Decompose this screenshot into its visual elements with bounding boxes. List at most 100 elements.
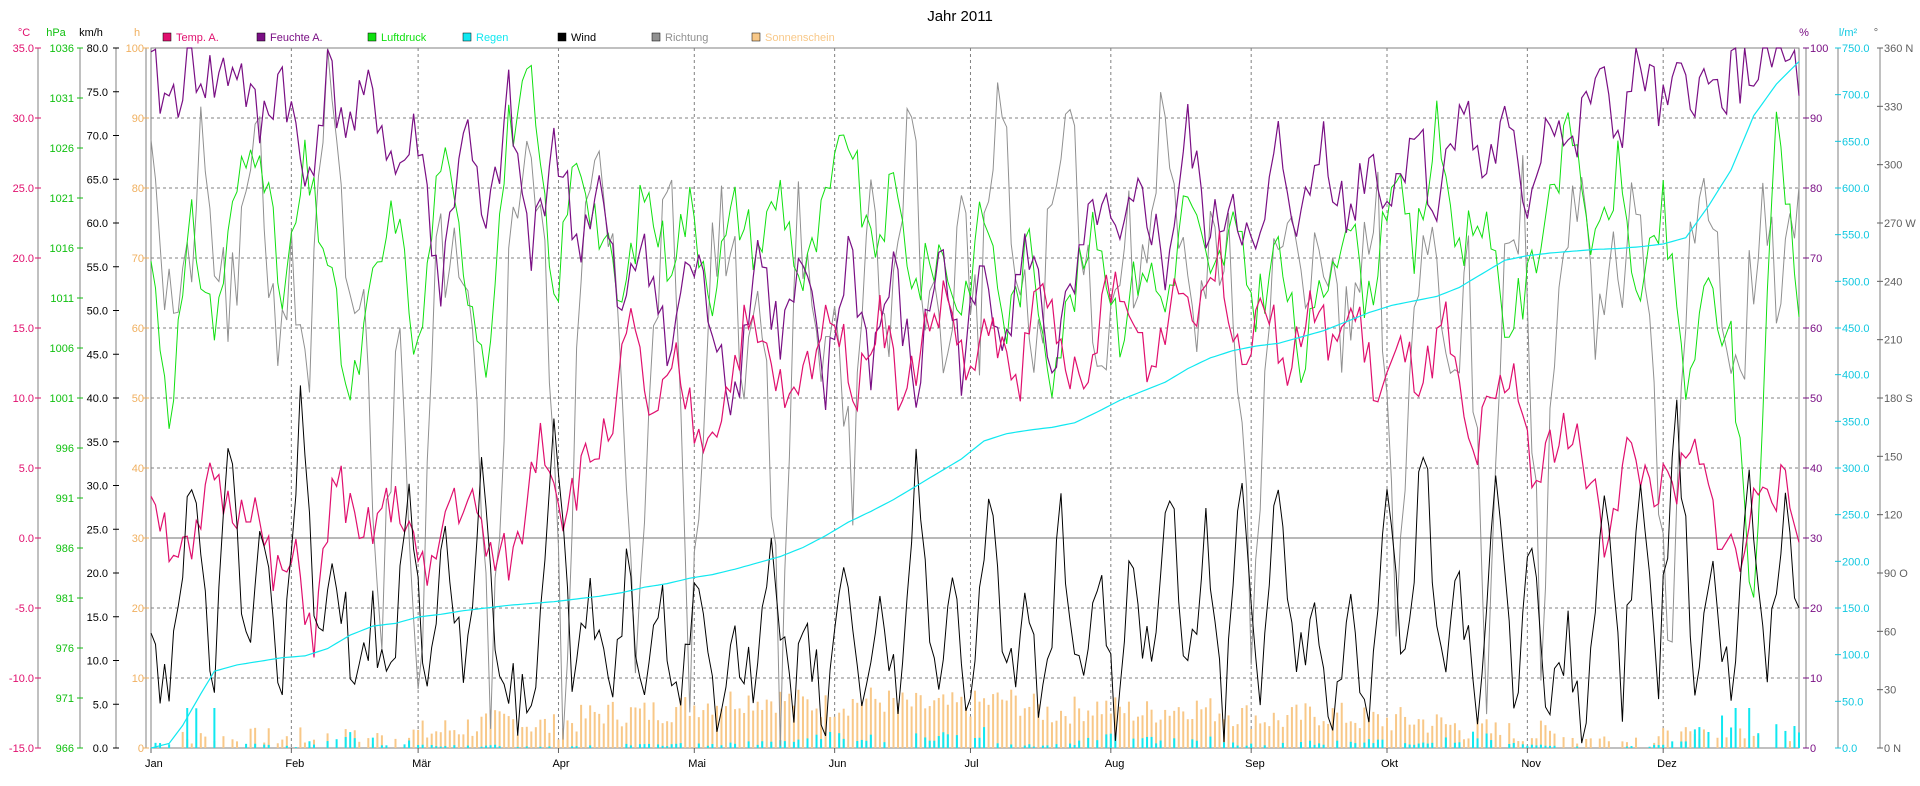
rain-bar: [344, 737, 347, 748]
chart-legend: Temp. A. Feuchte A. Luftdruck Regen Wind Rich…: [162, 32, 835, 44]
pressure-tick-label: 1016: [50, 243, 74, 255]
sunshine-bar: [1254, 715, 1257, 748]
sunshine-bar: [1517, 741, 1520, 748]
sunshine-bar: [1304, 703, 1307, 748]
sunshine-bar: [444, 720, 447, 748]
sunshine-bar: [1218, 713, 1221, 748]
pressure-tick-label: 996: [56, 443, 74, 455]
rain-bar: [421, 744, 424, 748]
rain-bar: [408, 740, 411, 748]
sunshine-bar: [743, 712, 746, 748]
rain-bar: [498, 746, 501, 748]
pressure-tick-label: 1036: [50, 43, 74, 55]
sunshine-bar: [1467, 738, 1470, 748]
sunshine-bar: [1001, 699, 1004, 748]
sunshine-bar: [1200, 709, 1203, 748]
sunshine-bar: [231, 739, 234, 748]
rain-bar: [978, 737, 981, 748]
sunshine-bar: [462, 734, 465, 748]
sunshine-bar: [729, 691, 732, 748]
sunshine-bar: [521, 727, 524, 748]
rain-bar: [1245, 745, 1248, 748]
sunshine-bar: [706, 703, 709, 748]
direction-axis-unit: °: [1874, 27, 1878, 39]
direction-tick-label: 60: [1884, 626, 1896, 638]
rain-bar: [1693, 729, 1696, 748]
sunshine-bar: [1530, 738, 1533, 748]
sunshine-bar: [616, 719, 619, 748]
rain-tick-label: 0.0: [1842, 743, 1857, 755]
sunshine-bar: [752, 710, 755, 748]
rain-bar: [1535, 745, 1538, 748]
sunshine-bar: [847, 715, 850, 748]
rain-bar: [1734, 708, 1737, 748]
pressure-tick-label: 1006: [50, 343, 74, 355]
pressure-tick-label: 986: [56, 543, 74, 555]
x-tick-label: Apr: [552, 758, 569, 770]
sunshine-bar: [820, 717, 823, 748]
sunshine-bar: [394, 738, 397, 748]
rain-bar: [195, 708, 198, 748]
sunshine-bar: [960, 696, 963, 748]
sunshine-bar: [1422, 719, 1425, 748]
sunshine-bar: [1576, 743, 1579, 748]
rain-bar: [1775, 724, 1778, 748]
sunshine-bar: [512, 719, 515, 748]
sunshine-bar: [661, 723, 664, 748]
sunshine-bar: [679, 698, 682, 748]
sunshine-bar: [1268, 726, 1271, 748]
sunshine-bar: [1689, 731, 1692, 748]
legend-swatch-humidity: [256, 32, 266, 42]
sunshine-bar: [1788, 741, 1791, 748]
x-tick-label: Mär: [412, 758, 431, 770]
rain-bar: [1748, 708, 1751, 748]
rain-bar: [1653, 744, 1656, 748]
sunshine-bar: [358, 741, 361, 748]
rain-bar: [1707, 731, 1710, 748]
sunshine-bar: [1241, 708, 1244, 748]
wind-tick-label: 70.0: [87, 131, 108, 143]
rain-bar: [1657, 745, 1660, 748]
sunshine-bar: [638, 708, 641, 748]
rain-bar: [1757, 733, 1760, 748]
rain-bar: [711, 744, 714, 748]
sunshine-bar: [1155, 722, 1158, 748]
rain-bar: [1209, 736, 1212, 748]
sunshine-bar: [702, 710, 705, 748]
sunshine-bar: [516, 734, 519, 748]
sunshine-bar: [204, 736, 207, 748]
sunshine-bar: [1277, 720, 1280, 748]
rain-bar: [1155, 743, 1158, 748]
rain-bar: [1078, 740, 1081, 748]
sunshine-bar: [937, 697, 940, 748]
rain-bar: [1010, 744, 1013, 748]
rain-bar: [1223, 742, 1226, 748]
rain-bar: [720, 745, 723, 748]
rain-tick-label: 150.0: [1842, 603, 1870, 615]
sunshine-bar: [376, 733, 379, 748]
rain-bar: [1299, 742, 1302, 748]
sunshine-bar: [303, 742, 306, 748]
rain-bar: [1490, 740, 1493, 748]
rain-bar: [213, 708, 216, 748]
direction-tick-label: 30: [1884, 685, 1896, 697]
rain-bar: [1698, 727, 1701, 748]
pressure-tick-label: 1021: [50, 193, 74, 205]
rain-bar: [312, 744, 315, 748]
pressure-axis-unit: hPa: [46, 27, 66, 39]
temp-tick-label: 30.0: [13, 113, 34, 125]
rain-tick-label: 50.0: [1842, 696, 1863, 708]
sunshine-bar: [806, 699, 809, 748]
sunshine-bar: [1245, 705, 1248, 748]
sunshine-axis-unit: h: [134, 27, 140, 39]
humidity-tick-label: 90: [1810, 113, 1822, 125]
rain-bar: [267, 744, 270, 748]
legend-swatch-sunshine: [751, 32, 761, 42]
humidity-tick-label: 30: [1810, 533, 1822, 545]
sunshine-bar: [1227, 715, 1230, 748]
sunshine-bar: [1449, 724, 1452, 748]
sunshine-bar: [1281, 726, 1284, 748]
rain-bar: [1512, 743, 1515, 748]
sunshine-bar: [648, 719, 651, 748]
axes: Jan Feb Mär Apr Mai Jun Jul Aug Sep Okt Nov Dez °C 35…: [9, 27, 1916, 770]
